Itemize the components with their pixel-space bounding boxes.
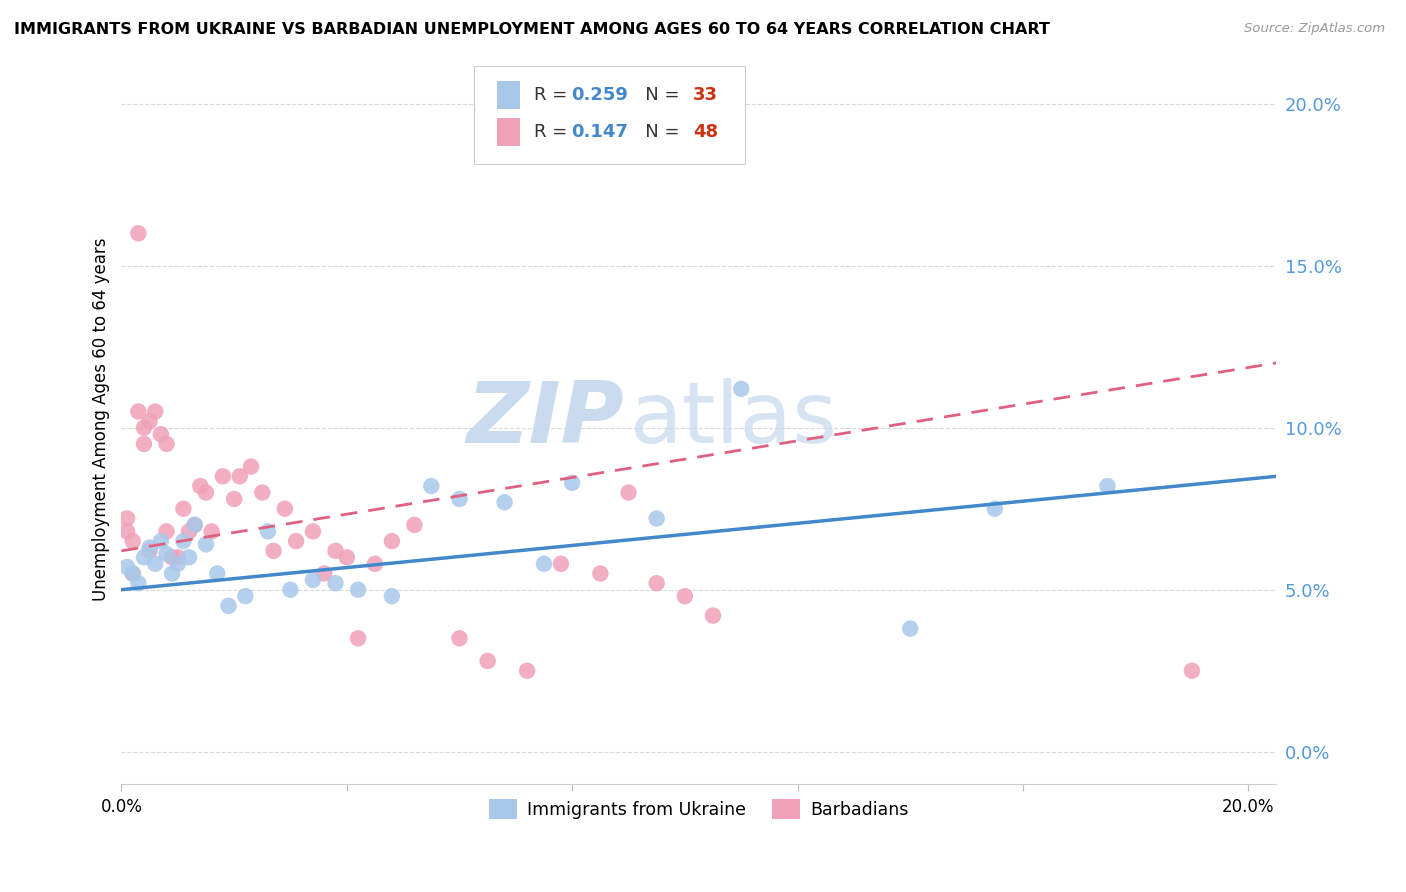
Point [274,501,297,516]
Point [325,576,347,591]
Point [183,517,205,532]
Point [121,534,143,549]
Point [235,589,257,603]
Point [673,589,696,603]
Point [138,414,160,428]
Point [533,557,555,571]
Text: IMMIGRANTS FROM UKRAINE VS BARBADIAN UNEMPLOYMENT AMONG AGES 60 TO 64 YEARS CORR: IMMIGRANTS FROM UKRAINE VS BARBADIAN UNE… [14,22,1050,37]
FancyBboxPatch shape [474,66,745,164]
Point [155,547,177,561]
Point [205,566,228,581]
Point [115,560,138,574]
Text: 48: 48 [693,123,718,141]
Point [127,404,149,418]
Point [285,534,308,549]
Point [347,582,370,597]
Point [280,582,302,597]
Text: ZIP: ZIP [467,378,624,461]
Point [550,557,572,571]
Point [561,475,583,490]
Point [194,537,217,551]
Point [364,557,387,571]
Point [477,654,499,668]
Point [1181,664,1204,678]
Point [138,544,160,558]
Point [172,501,194,516]
Point [132,550,155,565]
Point [121,566,143,581]
Point [149,427,172,442]
Point [314,566,336,581]
Text: N =: N = [628,123,686,141]
Text: atlas: atlas [630,378,838,461]
Point [132,437,155,451]
Text: R =: R = [534,87,572,104]
Point [127,576,149,591]
Point [155,524,177,539]
Point [166,557,188,571]
Text: R =: R = [534,123,572,141]
Legend: Immigrants from Ukraine, Barbadians: Immigrants from Ukraine, Barbadians [482,792,915,826]
Point [381,589,404,603]
Text: Source: ZipAtlas.com: Source: ZipAtlas.com [1244,22,1385,36]
Point [420,479,443,493]
Point [218,599,240,613]
Point [1097,479,1119,493]
Point [302,524,325,539]
Point [617,485,640,500]
Point [516,664,538,678]
Point [645,511,668,525]
Point [166,550,188,565]
Point [115,524,138,539]
FancyBboxPatch shape [496,118,520,145]
Point [336,550,359,565]
Point [177,524,200,539]
Point [325,544,347,558]
Point [449,491,471,506]
Point [155,437,177,451]
Point [645,576,668,591]
Point [381,534,404,549]
Point [984,501,1007,516]
Point [149,534,172,549]
Point [177,550,200,565]
Point [200,524,222,539]
Point [183,517,205,532]
Y-axis label: Unemployment Among Ages 60 to 64 years: Unemployment Among Ages 60 to 64 years [93,238,110,601]
Point [263,544,285,558]
Point [127,227,149,241]
Point [347,632,370,646]
Point [240,459,263,474]
Point [138,541,160,555]
Point [160,566,183,581]
Point [257,524,280,539]
Point [132,420,155,434]
Point [143,404,166,418]
Point [702,608,724,623]
Point [252,485,274,500]
Point [730,382,752,396]
Point [188,479,211,493]
Point [115,511,138,525]
Point [160,550,183,565]
Point [212,469,235,483]
Point [229,469,252,483]
Point [404,517,426,532]
Point [224,491,246,506]
Point [494,495,516,509]
Point [302,573,325,587]
Text: N =: N = [628,87,686,104]
Point [589,566,612,581]
Text: 0.147: 0.147 [571,123,627,141]
Text: 33: 33 [693,87,718,104]
Text: 0.259: 0.259 [571,87,627,104]
Point [143,557,166,571]
Point [194,485,217,500]
Point [898,622,921,636]
Point [121,566,143,581]
FancyBboxPatch shape [496,81,520,109]
Point [172,534,194,549]
Point [449,632,471,646]
